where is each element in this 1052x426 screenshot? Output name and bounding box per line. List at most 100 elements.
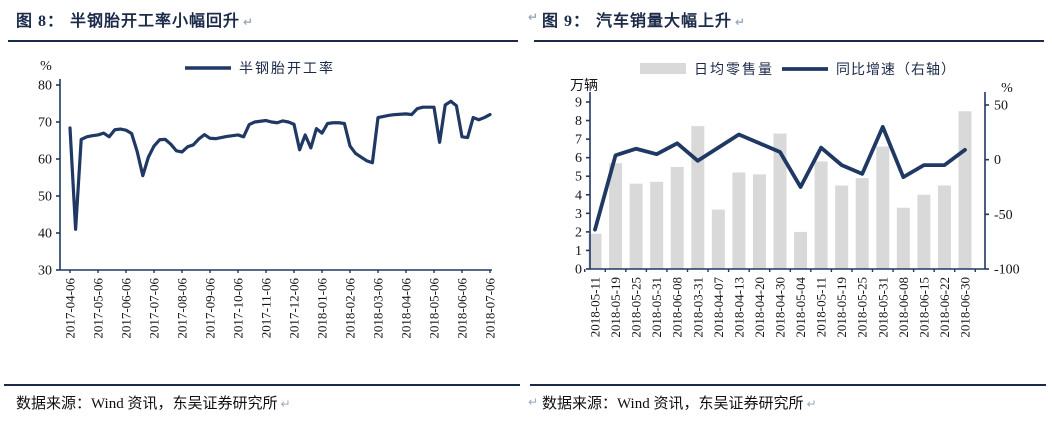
svg-text:2017-04-06: 2017-04-06: [63, 278, 78, 339]
x-axis-ticks: 2018-05-11 2018-05-19 2018-05-25 2018-05-31…: [584, 269, 976, 338]
svg-text:2018-05-04: 2018-05-04: [793, 277, 808, 338]
svg-text:2018-06-30: 2018-06-30: [958, 277, 973, 338]
right-axis-ticks: 50 0 -50 -100: [985, 99, 1020, 278]
svg-text:60: 60: [38, 153, 52, 168]
svg-text:半钢胎开工率: 半钢胎开工率: [239, 60, 335, 77]
bar: [917, 194, 931, 269]
axes: [59, 79, 492, 271]
svg-text:同比增速（右轴）: 同比增速（右轴）: [836, 62, 956, 78]
bar: [670, 166, 684, 269]
svg-text:2018-01-06: 2018-01-06: [315, 278, 330, 339]
svg-text:2018-05-25: 2018-05-25: [855, 277, 870, 338]
svg-text:9: 9: [575, 96, 582, 111]
legend: 日均零售量 同比增速（右轴）: [640, 62, 956, 78]
bar: [896, 207, 910, 269]
svg-text:6: 6: [575, 151, 582, 166]
legend-bar-swatch: [640, 63, 686, 74]
paragraph-mark-icon: ↵: [528, 395, 539, 409]
svg-text:2018-05-11: 2018-05-11: [814, 277, 829, 337]
svg-text:2018-04-06: 2018-04-06: [399, 278, 414, 339]
title-divider: [8, 40, 518, 42]
svg-text:2018-07-06: 2018-07-06: [483, 278, 498, 339]
figure-8-source: 数据来源：Wind 资讯，东吴证券研究所 ↵: [16, 392, 518, 413]
svg-text:2018-03-31: 2018-03-31: [690, 277, 705, 338]
bar: [629, 183, 643, 269]
svg-text:2018-05-19: 2018-05-19: [834, 277, 849, 338]
svg-text:2018-05-25: 2018-05-25: [629, 277, 644, 338]
source-text: 数据来源：Wind 资讯，东吴证券研究所: [542, 396, 804, 412]
svg-text:2017-05-06: 2017-05-06: [91, 278, 106, 339]
y-axis-ticks: 30 40 50 60 70 80: [38, 79, 60, 279]
title-divider: [534, 40, 1044, 42]
svg-text:2018-04-07: 2018-04-07: [711, 277, 726, 338]
svg-text:2018-05-11: 2018-05-11: [588, 277, 603, 337]
svg-text:4: 4: [575, 188, 582, 203]
tire-rate-line-series: [68, 99, 492, 231]
svg-text:7: 7: [575, 133, 582, 148]
bar: [691, 126, 705, 269]
figure-8-title: 图 8： 半钢胎开工率小幅回升 ↵: [16, 7, 518, 31]
paragraph-mark-icon: ↵: [243, 15, 255, 29]
figure-9-heading: 汽车销量大幅上升: [596, 13, 733, 30]
figure-8-heading: 半钢胎开工率小幅回升: [70, 13, 241, 30]
svg-text:50: 50: [994, 99, 1008, 114]
figure-9-title: ↵ 图 9： 汽车销量大幅上升 ↵: [528, 7, 1044, 31]
svg-text:2017-08-06: 2017-08-06: [175, 278, 190, 339]
svg-text:2018-06-06: 2018-06-06: [455, 278, 470, 339]
source-text: 数据来源：Wind 资讯，东吴证券研究所: [16, 396, 278, 412]
bar: [588, 233, 602, 269]
svg-text:2018-02-06: 2018-02-06: [343, 278, 358, 339]
figure-8-label: 图 8：: [16, 13, 65, 30]
paragraph-mark-icon: ↵: [806, 397, 817, 411]
svg-text:0: 0: [994, 153, 1001, 168]
yoy-growth-line-series: [593, 124, 967, 232]
svg-text:2018-05-06: 2018-05-06: [427, 278, 442, 339]
paragraph-mark-icon: ↵: [528, 10, 540, 24]
bar: [937, 185, 951, 269]
bar: [958, 111, 972, 270]
svg-text:80: 80: [38, 79, 52, 94]
svg-text:%: %: [1001, 81, 1013, 96]
left-axis-ticks: 0 1 2 3 4 5 6 7 8 9: [575, 96, 590, 278]
bar: [835, 185, 849, 269]
svg-text:-100: -100: [994, 263, 1020, 278]
svg-text:2018-04-30: 2018-04-30: [773, 277, 788, 338]
svg-text:2018-04-20: 2018-04-20: [752, 277, 767, 338]
svg-text:2018-06-22: 2018-06-22: [937, 277, 952, 338]
svg-text:0: 0: [575, 263, 582, 278]
svg-text:-50: -50: [994, 208, 1013, 223]
svg-text:日均零售量: 日均零售量: [694, 62, 774, 78]
svg-text:2017-10-06: 2017-10-06: [231, 278, 246, 339]
svg-text:2018-03-06: 2018-03-06: [371, 278, 386, 339]
legend: 半钢胎开工率: [185, 60, 335, 77]
bar: [609, 163, 623, 269]
axes: [589, 92, 986, 270]
figure-9-panel: ↵ 图 9： 汽车销量大幅上升 ↵ 0 1 2 3 4 5 6 7 8 9 50 0 -50 -100 万辆% 20…: [526, 0, 1052, 426]
paragraph-mark-icon: ↵: [280, 397, 291, 411]
figure-8-panel: 图 8： 半钢胎开工率小幅回升 ↵ 30 40 50 60 70 80% 2017-04-06 2…: [4, 7, 520, 413]
bar: [732, 172, 746, 269]
svg-text:2018-05-31: 2018-05-31: [649, 277, 664, 338]
svg-text:30: 30: [38, 264, 52, 279]
footer-divider: [4, 384, 520, 386]
svg-text:2: 2: [575, 225, 582, 240]
svg-text:2017-09-06: 2017-09-06: [203, 278, 218, 339]
svg-text:70: 70: [38, 116, 52, 131]
figure-9-label: 图 9：: [542, 13, 591, 30]
svg-text:50: 50: [38, 190, 52, 205]
svg-text:%: %: [40, 59, 52, 74]
figure-9-source: ↵ 数据来源：Wind 资讯，东吴证券研究所 ↵: [528, 392, 1044, 413]
svg-text:8: 8: [575, 114, 582, 129]
svg-text:2018-06-15: 2018-06-15: [916, 277, 931, 338]
svg-text:2018-06-08: 2018-06-08: [670, 277, 685, 338]
bar: [794, 231, 808, 269]
svg-text:2018-06-08: 2018-06-08: [896, 277, 911, 338]
bar: [711, 209, 725, 269]
bar: [814, 161, 828, 269]
bar: [650, 181, 664, 269]
svg-text:1: 1: [575, 244, 582, 259]
bar: [752, 174, 766, 269]
bar: [773, 133, 787, 269]
